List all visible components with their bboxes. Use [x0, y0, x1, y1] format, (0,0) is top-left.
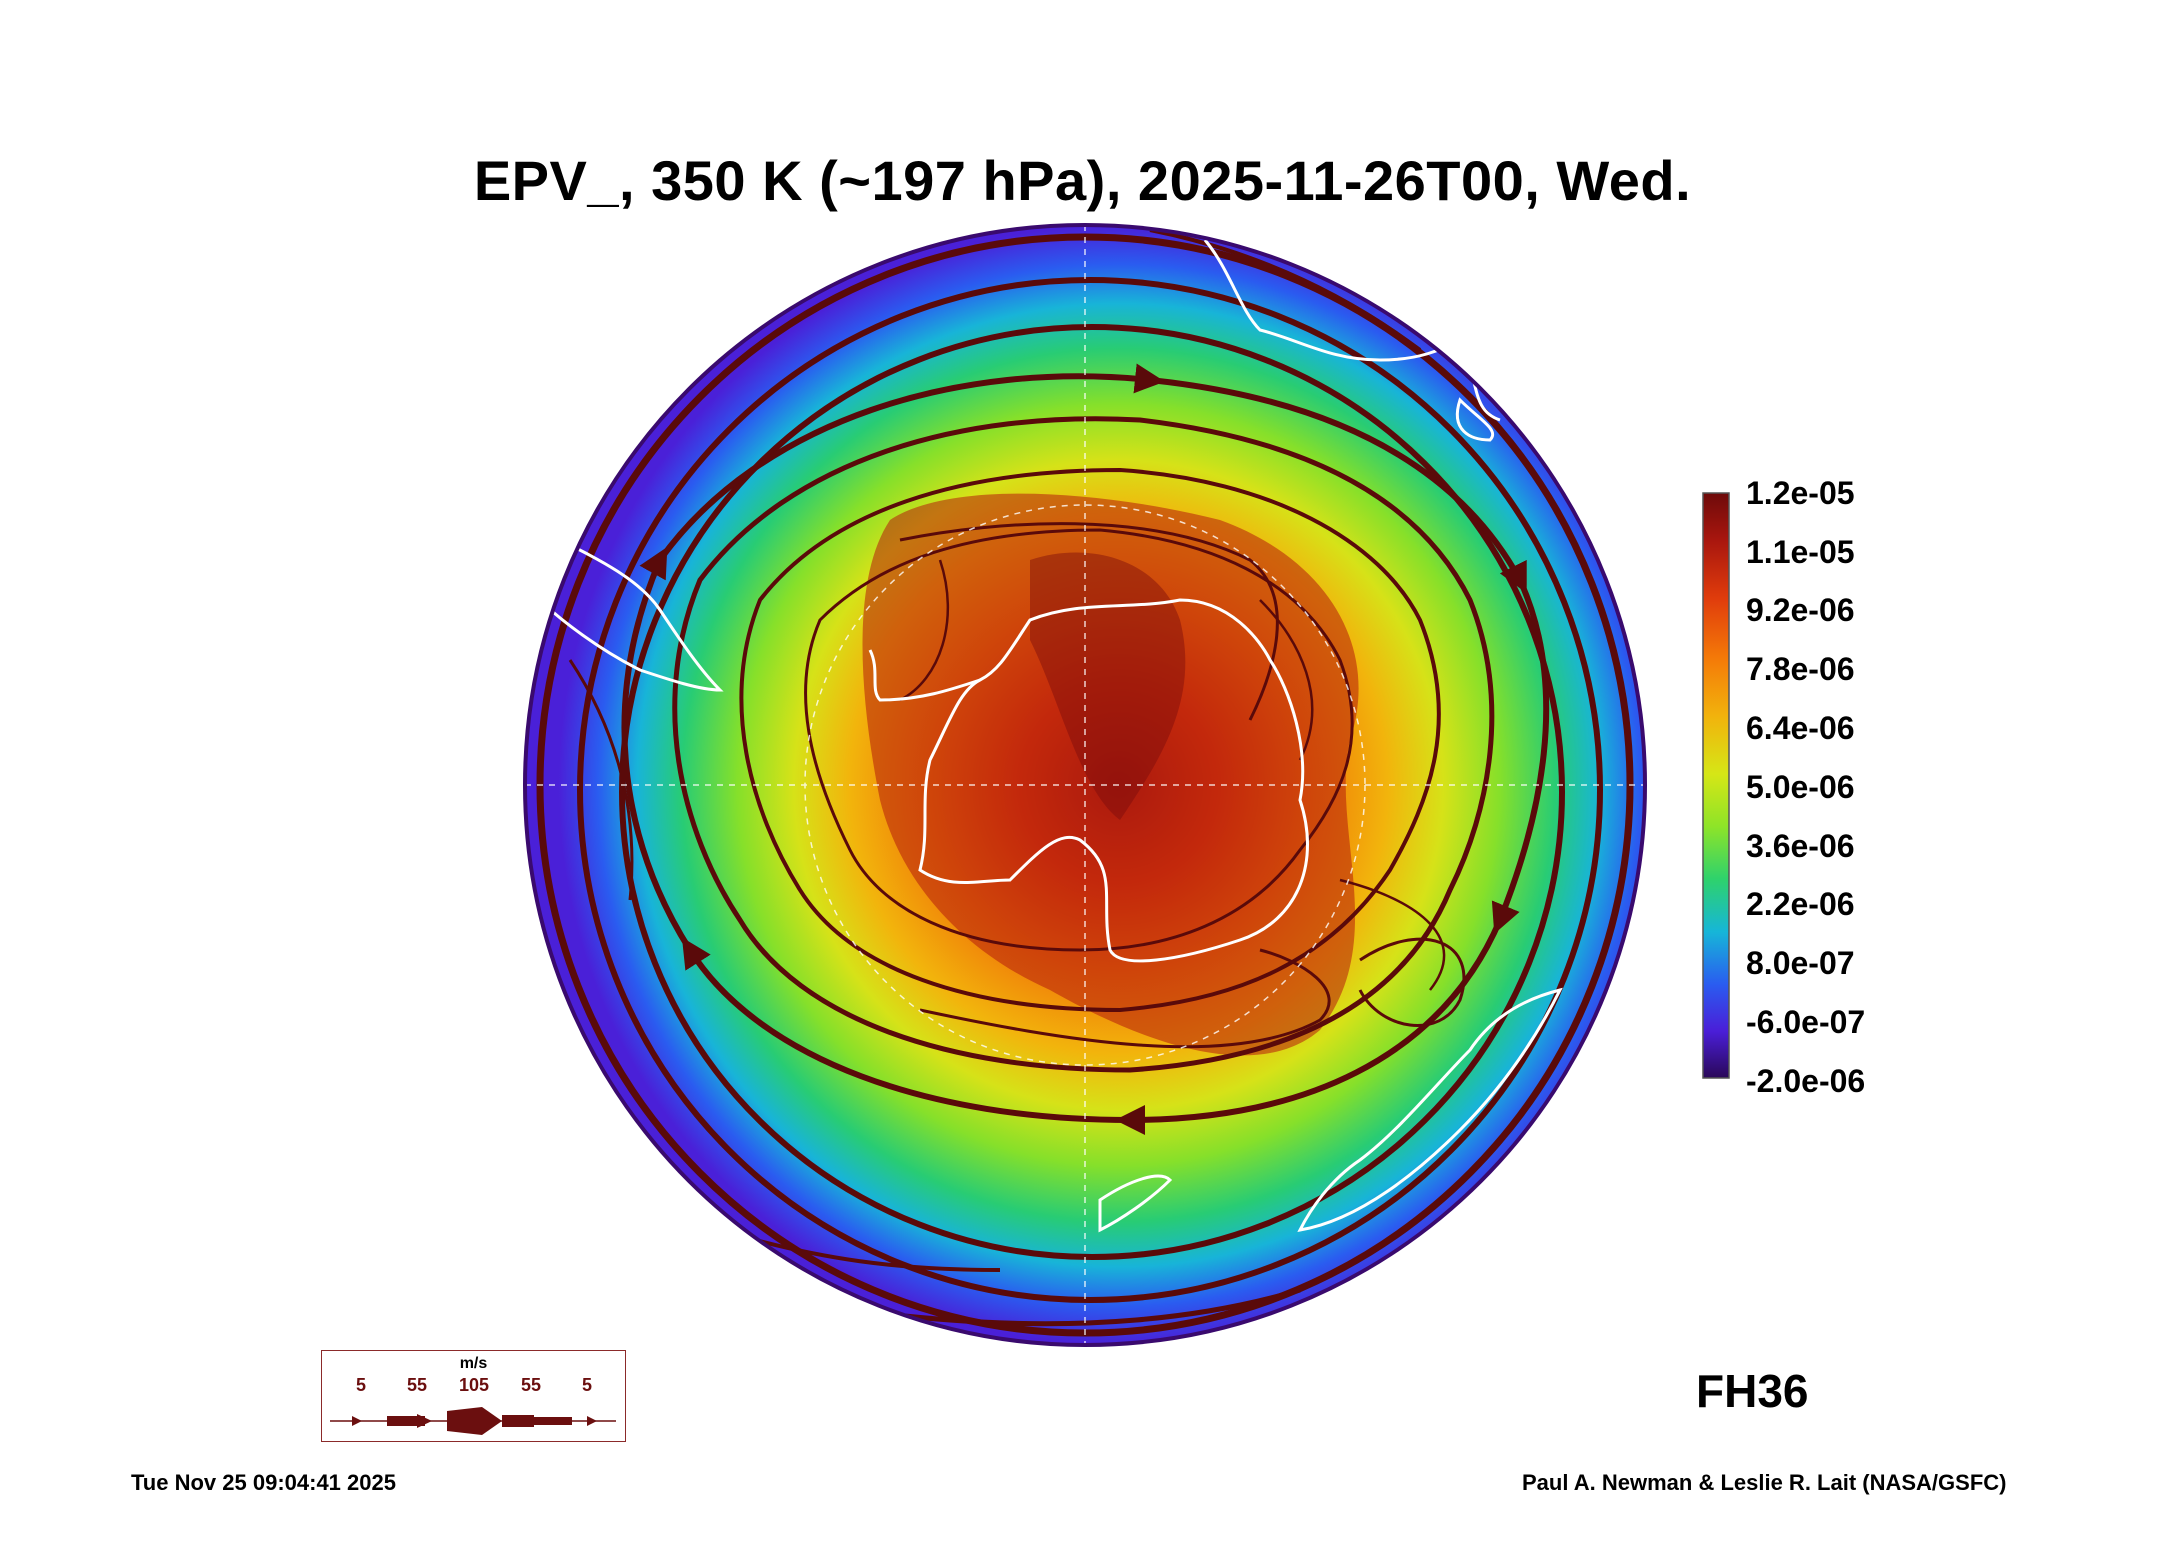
colorbar-label-1: 1.2e-05 — [1746, 475, 1855, 511]
credit-line: Paul A. Newman & Leslie R. Lait (NASA/GS… — [1522, 1470, 2007, 1495]
legend-arrow-graphic — [330, 1407, 616, 1435]
plot-title: EPV_, 350 K (~197 hPa), 2025-11-26T00, W… — [473, 149, 1692, 212]
colorbar-label-10: -6.0e-07 — [1746, 1004, 1866, 1040]
colorbar-label-7: 3.6e-06 — [1746, 828, 1855, 864]
legend-speed-3: 105 — [458, 1375, 490, 1395]
antarctica-coast — [918, 598, 1309, 963]
legend-speed-2: 55 — [406, 1375, 428, 1395]
madagascar — [1455, 397, 1495, 442]
colorbar-label-8: 2.2e-06 — [1746, 886, 1855, 922]
colorbar — [1702, 492, 1730, 1079]
colorbar-label-3: 9.2e-06 — [1746, 592, 1855, 628]
forecast-hour-label: FH36 — [1696, 1365, 1809, 1417]
legend-speed-5: 5 — [581, 1375, 592, 1395]
colorbar-label-5: 6.4e-06 — [1746, 710, 1855, 746]
colorbar-label-2: 1.1e-05 — [1746, 534, 1855, 570]
legend-speed-4: 55 — [520, 1375, 542, 1395]
run-timestamp: Tue Nov 25 09:04:41 2025 — [131, 1470, 396, 1495]
legend-speed-1: 5 — [355, 1375, 366, 1395]
australia-coast — [1297, 987, 1563, 1232]
graticule — [525, 225, 1645, 1345]
map-boundary — [523, 223, 1647, 1347]
colorbar-label-9: 8.0e-07 — [1746, 945, 1855, 981]
colorbar-label-4: 7.8e-06 — [1746, 651, 1855, 687]
colorbar-label-11: -2.0e-06 — [1746, 1063, 1866, 1099]
antarctic-peninsula — [868, 649, 981, 702]
south-america-coast — [538, 538, 724, 692]
legend-unit: m/s — [459, 1355, 488, 1372]
new-zealand — [1098, 1174, 1173, 1233]
colorbar-label-6: 5.0e-06 — [1746, 769, 1855, 805]
wind-vector-legend: m/s 5 55 105 55 5 — [321, 1350, 626, 1442]
